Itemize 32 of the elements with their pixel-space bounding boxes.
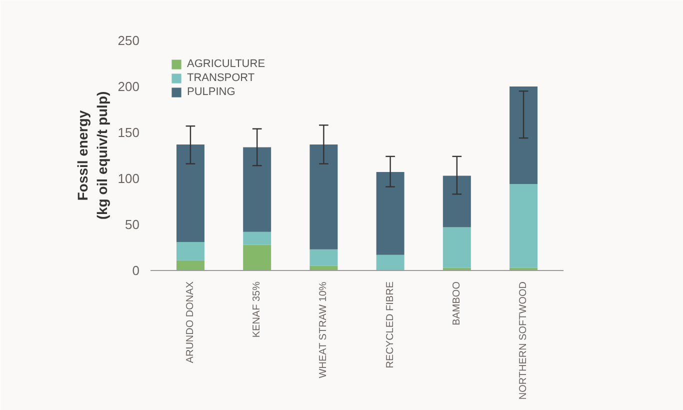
bar: [310, 144, 338, 250]
bar: [510, 86, 538, 184]
legend-label: AGRICULTURE: [187, 58, 266, 70]
legend-label: TRANSPORT: [187, 72, 255, 84]
bar: [442, 268, 471, 270]
y-tick-label: 100: [118, 171, 140, 186]
y-axis-title: Fossil energy (kg oil equiv/t pulp): [74, 91, 110, 220]
bar: [243, 244, 272, 270]
bar: [310, 249, 338, 266]
y-tick-label: 0: [132, 263, 140, 278]
x-tick-label: NORTHERN SOFTWOOD: [518, 281, 530, 400]
bar: [510, 268, 538, 270]
y-tick-label: 250: [118, 33, 140, 48]
y-tick-label: 150: [118, 125, 140, 140]
x-tick-label: KENAF 35%: [252, 281, 263, 338]
bar: [176, 260, 204, 270]
bar: [243, 147, 272, 232]
bar: [442, 227, 471, 268]
y-tick-label: 50: [125, 217, 140, 232]
x-tick-label: RECYCLED FIBRE: [384, 281, 396, 368]
x-tick-label: ARUNDO DONAX: [184, 281, 196, 364]
x-tick-label: WHEAT STRAW 10%: [318, 282, 330, 378]
x-tick-label: BAMBOO: [451, 281, 462, 326]
bar: [442, 176, 471, 228]
y-tick-label: 200: [118, 79, 140, 94]
bar: [376, 172, 404, 255]
bar: [510, 184, 538, 268]
bar: [376, 254, 404, 270]
bar: [176, 144, 204, 242]
bar: [243, 232, 272, 245]
legend-label: PULPING: [187, 86, 236, 98]
bar: [176, 242, 204, 260]
